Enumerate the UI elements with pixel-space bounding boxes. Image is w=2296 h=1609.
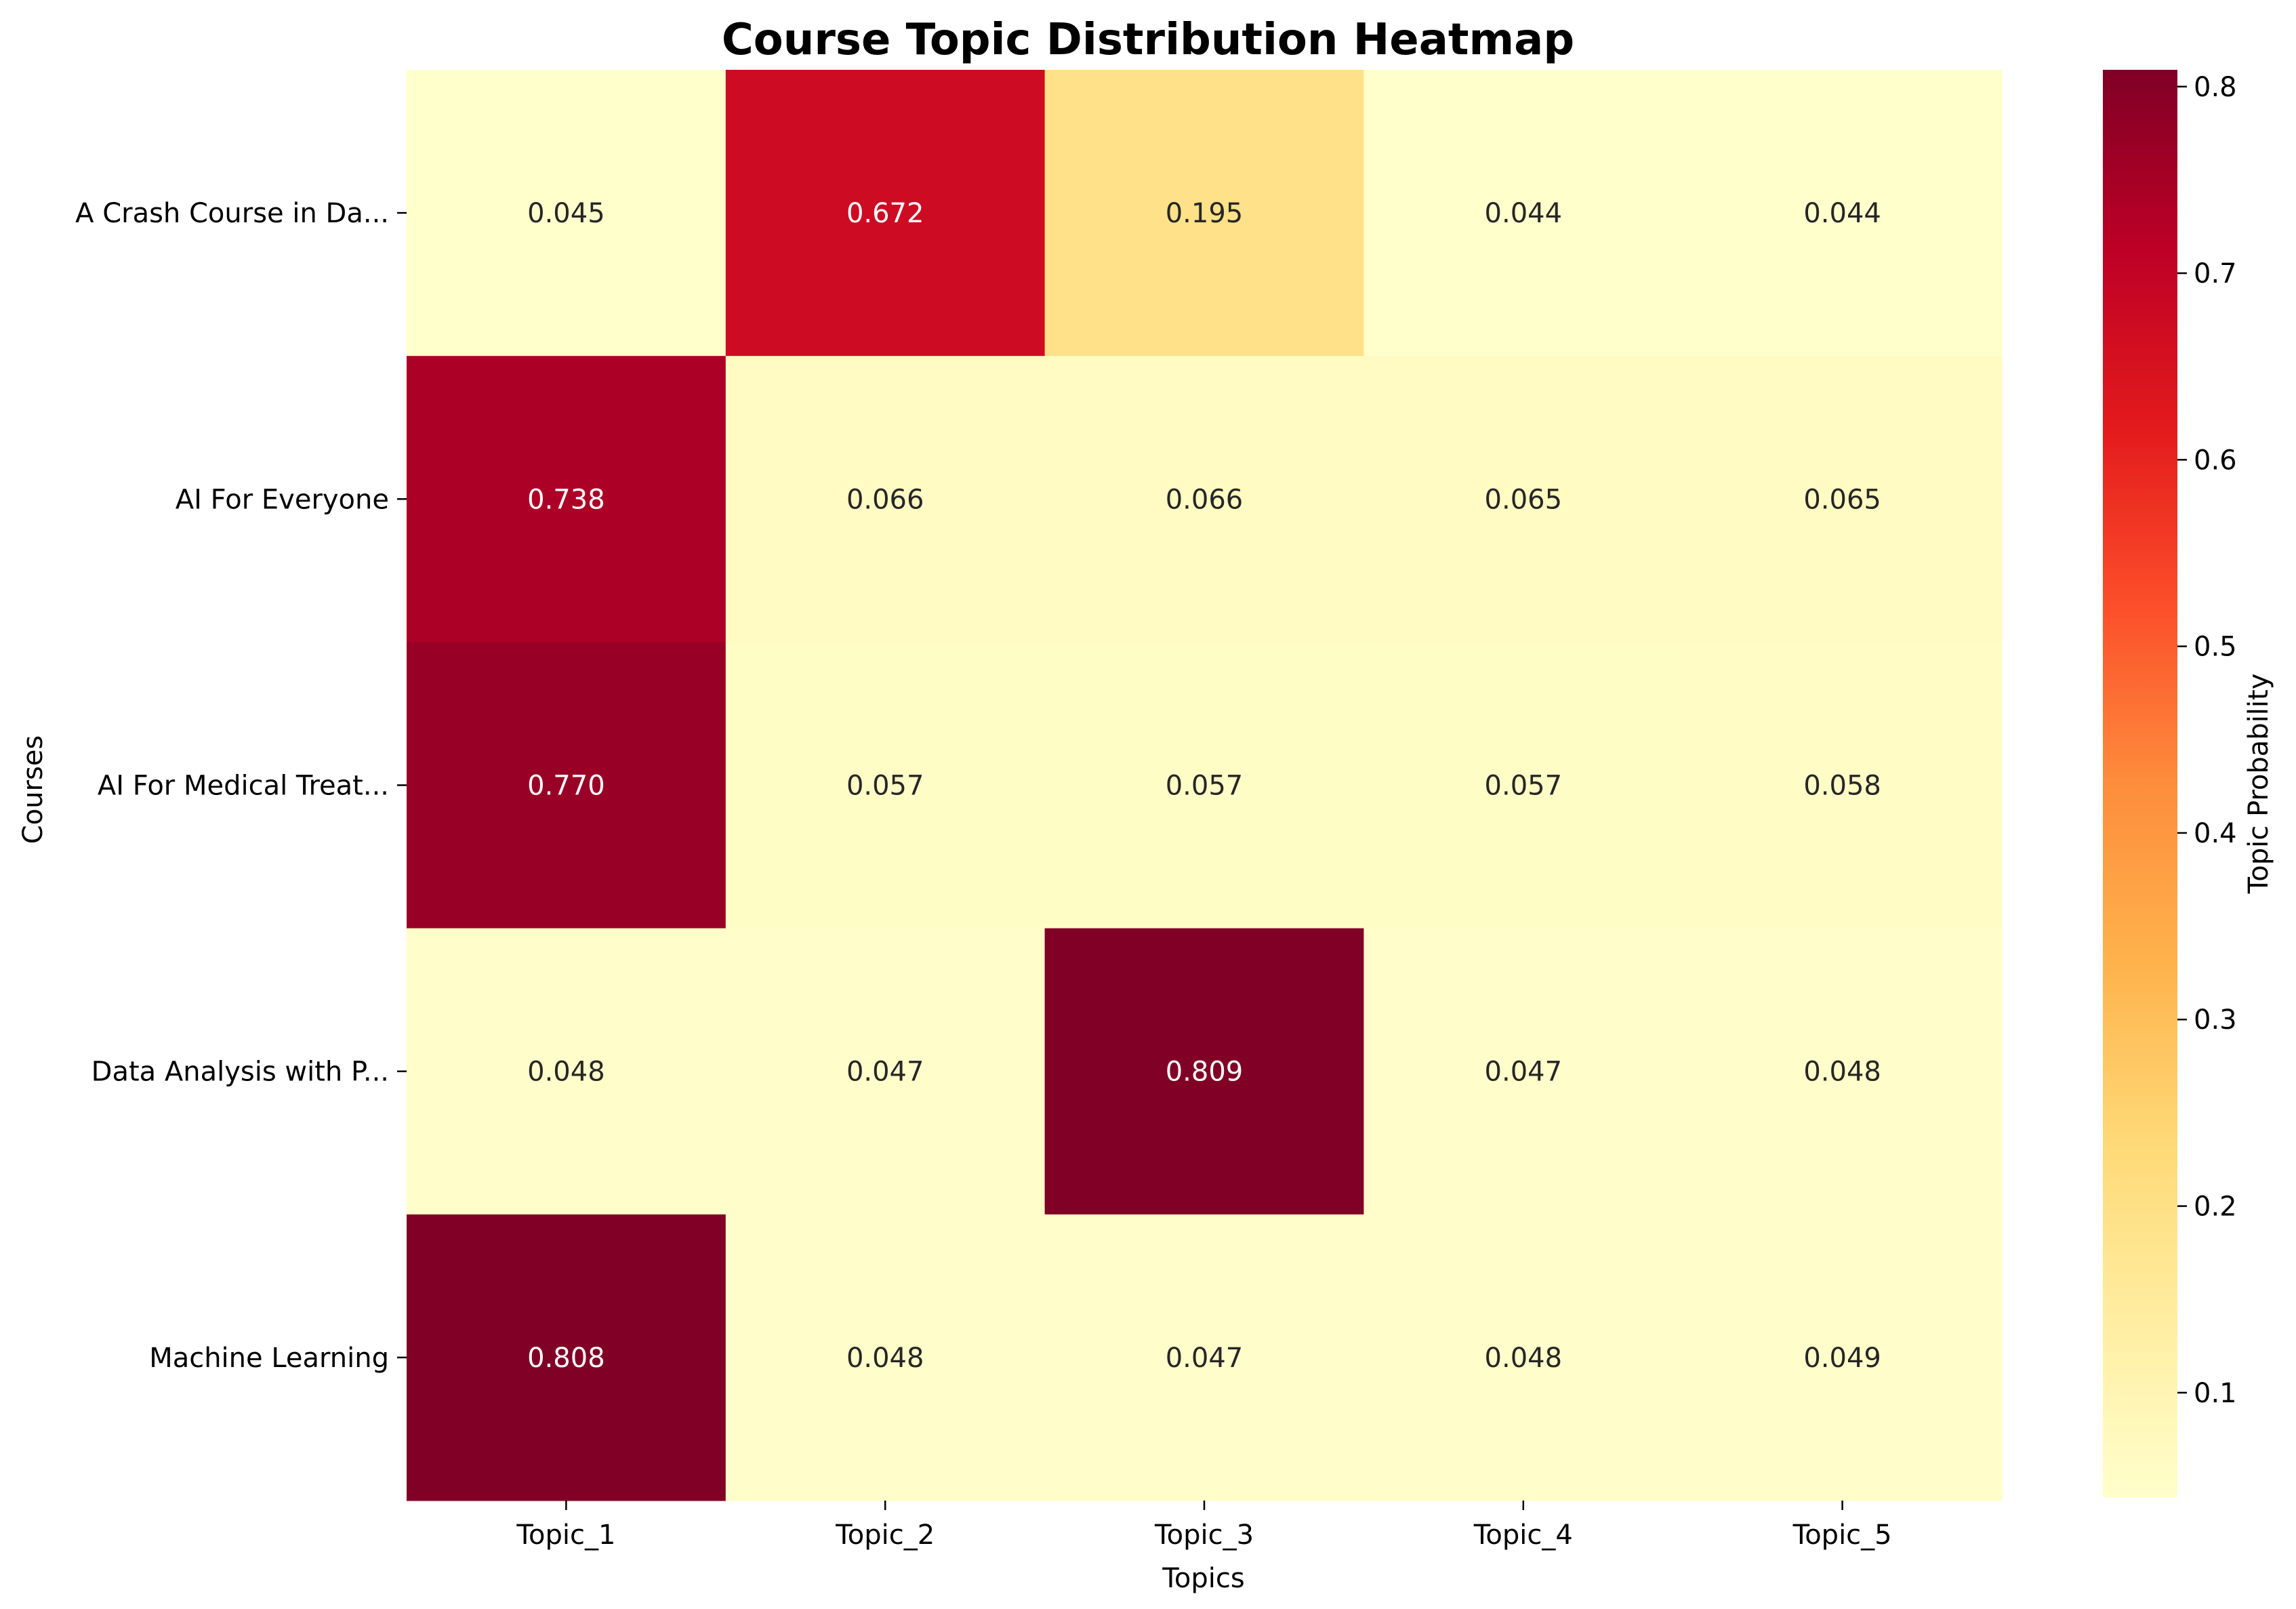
y-tick-label: AI For Everyone (176, 484, 389, 515)
heatmap-cell-r5-c5 (1683, 1214, 2003, 1501)
heatmap-cell-r4-c5 (1683, 928, 2003, 1215)
colorbar-tick-label: 0.4 (2194, 818, 2237, 849)
cell-value-label: 0.672 (846, 198, 924, 229)
heatmap-cells (407, 70, 2003, 1501)
cell-value-label: 0.047 (846, 1057, 924, 1088)
colorbar-tick-label: 0.1 (2194, 1378, 2237, 1409)
cell-value-label: 0.065 (1485, 484, 1563, 515)
heatmap-cell-labels: 0.045 0.672 0.195 0.044 0.044 0.738 0.066 0.066… (527, 198, 1881, 1374)
heatmap-cell-r5-c1 (407, 1214, 726, 1501)
cell-value-label: 0.057 (1166, 771, 1244, 802)
cell-value-label: 0.770 (527, 771, 605, 802)
heatmap-cell-r3-c4 (1364, 642, 1683, 929)
cell-value-label: 0.065 (1803, 484, 1881, 515)
heatmap-cell-r2-c4 (1364, 356, 1683, 643)
cell-value-label: 0.047 (1166, 1343, 1244, 1374)
colorbar-tick-label: 0.6 (2194, 445, 2237, 476)
colorbar (2103, 70, 2177, 1497)
heatmap-cell-r2-c2 (725, 356, 1046, 643)
heatmap-cell-r4-c2 (725, 928, 1046, 1215)
heatmap-cell-r4-c1 (407, 928, 726, 1215)
heatmap-cell-r2-c1 (407, 356, 726, 643)
cell-value-label: 0.047 (1485, 1057, 1563, 1088)
cell-value-label: 0.066 (846, 484, 924, 515)
heatmap-cell-r1-c4 (1364, 70, 1683, 357)
cell-value-label: 0.809 (1166, 1057, 1244, 1088)
heatmap-cell-r2-c3 (1044, 356, 1364, 643)
cell-value-label: 0.045 (527, 198, 605, 229)
colorbar-tick-label: 0.5 (2194, 632, 2237, 663)
chart-title: Course Topic Distribution Heatmap (722, 15, 1574, 65)
heatmap-cell-r4-c3 (1044, 928, 1364, 1215)
cell-value-label: 0.057 (846, 771, 924, 802)
cell-value-label: 0.044 (1803, 198, 1881, 229)
colorbar-tick-label: 0.7 (2194, 258, 2237, 289)
heatmap-cell-r1-c2 (725, 70, 1046, 357)
x-tick-label: Topic_2 (835, 1520, 935, 1551)
colorbar-tick-label: 0.2 (2194, 1192, 2237, 1223)
colorbar-title: Topic Probability (2243, 674, 2274, 895)
cell-value-label: 0.048 (527, 1057, 605, 1088)
cell-value-label: 0.738 (527, 484, 605, 515)
colorbar-tick-label: 0.8 (2194, 72, 2237, 103)
colorbar-tick-label: 0.3 (2194, 1004, 2237, 1036)
heatmap-cell-r1-c1 (407, 70, 726, 357)
y-tick-label: A Crash Course in Da... (75, 198, 389, 229)
x-axis: Topic_1 Topic_2 Topic_3 Topic_4 Topic_5 (516, 1501, 1892, 1551)
y-axis-title: Courses (18, 735, 49, 844)
cell-value-label: 0.195 (1166, 198, 1244, 229)
heatmap-cell-r3-c3 (1044, 642, 1364, 929)
heatmap-cell-r5-c2 (725, 1214, 1046, 1501)
cell-value-label: 0.048 (1485, 1343, 1563, 1374)
heatmap-cell-r3-c1 (407, 642, 726, 929)
heatmap-cell-r1-c3 (1044, 70, 1364, 357)
y-tick-label: AI For Medical Treat... (98, 771, 389, 802)
x-tick-label: Topic_3 (1154, 1520, 1254, 1551)
heatmap-cell-r2-c5 (1683, 356, 2003, 643)
cell-value-label: 0.048 (1803, 1057, 1881, 1088)
cell-value-label: 0.808 (527, 1343, 605, 1374)
heatmap-cell-r5-c4 (1364, 1214, 1683, 1501)
x-axis-title: Topics (1162, 1563, 1244, 1594)
y-tick-label: Machine Learning (149, 1343, 389, 1374)
cell-value-label: 0.044 (1485, 198, 1563, 229)
cell-value-label: 0.057 (1485, 771, 1563, 802)
y-tick-label: Data Analysis with P... (91, 1057, 389, 1088)
heatmap-cell-r4-c4 (1364, 928, 1683, 1215)
cell-value-label: 0.058 (1803, 771, 1881, 802)
heatmap-cell-r1-c5 (1683, 70, 2003, 357)
heatmap-cell-r3-c2 (725, 642, 1046, 929)
x-tick-label: Topic_5 (1792, 1520, 1892, 1551)
cell-value-label: 0.048 (846, 1343, 924, 1374)
heatmap-cell-r3-c5 (1683, 642, 2003, 929)
heatmap-cell-r5-c3 (1044, 1214, 1364, 1501)
x-tick-label: Topic_1 (516, 1520, 615, 1551)
y-axis: A Crash Course in Da... AI For Everyone AI… (75, 198, 407, 1374)
cell-value-label: 0.049 (1803, 1343, 1881, 1374)
colorbar-axis: 0.1 0.2 0.3 0.4 0.5 0.6 0.7 0.8 (2177, 72, 2237, 1409)
x-tick-label: Topic_4 (1473, 1520, 1573, 1551)
cell-value-label: 0.066 (1166, 484, 1244, 515)
